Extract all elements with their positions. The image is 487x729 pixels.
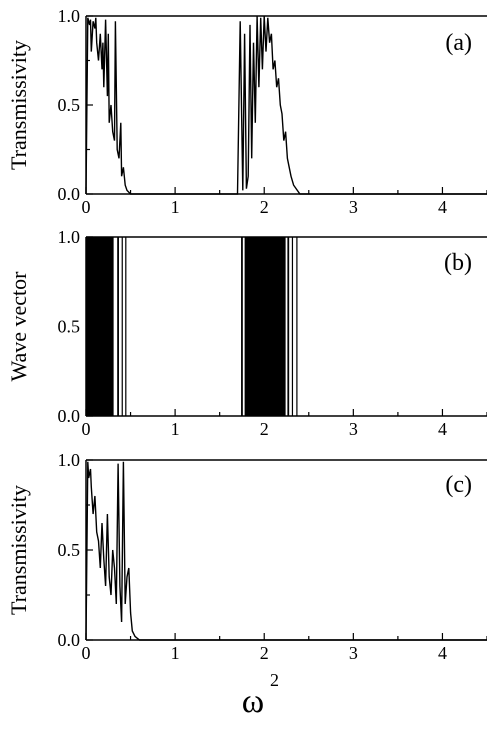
x-axis-title-superscript: 2 bbox=[270, 670, 279, 690]
panel-b: 0 1 2 3 4 0.0 0.5 1.0 Wave vector (b) bbox=[6, 227, 487, 439]
series-line-0 bbox=[85, 15, 487, 195]
y-tick-label: 0.0 bbox=[58, 184, 81, 204]
x-tick-label: 4 bbox=[438, 419, 447, 439]
band-5 bbox=[244, 237, 286, 416]
y-tick-label: 1.0 bbox=[58, 227, 81, 247]
y-tick-label: 0.5 bbox=[58, 95, 81, 115]
y-axis-title: Transmissivity bbox=[6, 40, 31, 170]
x-tick-label: 2 bbox=[260, 197, 269, 217]
x-tick-label: 2 bbox=[260, 643, 269, 663]
y-axis-title: Transmissivity bbox=[6, 485, 31, 615]
panel-a: 0 1 2 3 4 0.0 0.5 1.0 Transmissivity (a) bbox=[6, 6, 487, 217]
x-tick-label: 3 bbox=[349, 197, 358, 217]
x-tick-label: 3 bbox=[349, 643, 358, 663]
x-tick-label: 2 bbox=[260, 419, 269, 439]
panel-label: (a) bbox=[445, 30, 472, 56]
band-1 bbox=[117, 237, 119, 416]
y-tick-label: 0.5 bbox=[58, 317, 81, 337]
x-tick-label: 1 bbox=[171, 197, 180, 217]
x-tick-label: 4 bbox=[438, 197, 447, 217]
x-tick-label: 1 bbox=[171, 643, 180, 663]
x-tick-label: 0 bbox=[82, 197, 91, 217]
x-tick-label: 3 bbox=[349, 419, 358, 439]
y-tick-label: 0.0 bbox=[58, 630, 81, 650]
panel-c: 0 1 2 3 4 0.0 0.5 1.0 Transmissivity (c) bbox=[6, 450, 487, 663]
band-4 bbox=[241, 237, 243, 416]
band-8 bbox=[296, 237, 298, 416]
x-axis-title: ω bbox=[242, 683, 264, 720]
band-6 bbox=[287, 237, 290, 416]
x-tick-label: 4 bbox=[438, 643, 447, 663]
y-tick-label: 1.0 bbox=[58, 6, 81, 26]
y-tick-label: 0.5 bbox=[58, 540, 81, 560]
x-tick-label: 0 bbox=[82, 419, 91, 439]
y-axis-title: Wave vector bbox=[6, 271, 31, 382]
y-tick-label: 0.0 bbox=[58, 406, 81, 426]
x-tick-label: 0 bbox=[82, 643, 91, 663]
panel-label: (b) bbox=[444, 250, 472, 276]
x-tick-label: 1 bbox=[171, 419, 180, 439]
band-2 bbox=[121, 237, 123, 416]
band-3 bbox=[125, 237, 127, 416]
y-tick-label: 1.0 bbox=[58, 450, 81, 470]
series-line-0 bbox=[85, 461, 487, 641]
panel-label: (c) bbox=[445, 472, 472, 498]
band-7 bbox=[291, 237, 294, 416]
